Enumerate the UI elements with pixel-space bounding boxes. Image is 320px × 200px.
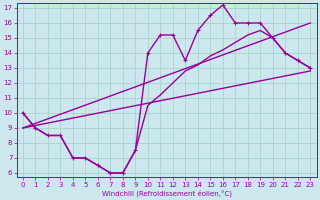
- X-axis label: Windchill (Refroidissement éolien,°C): Windchill (Refroidissement éolien,°C): [101, 189, 232, 197]
